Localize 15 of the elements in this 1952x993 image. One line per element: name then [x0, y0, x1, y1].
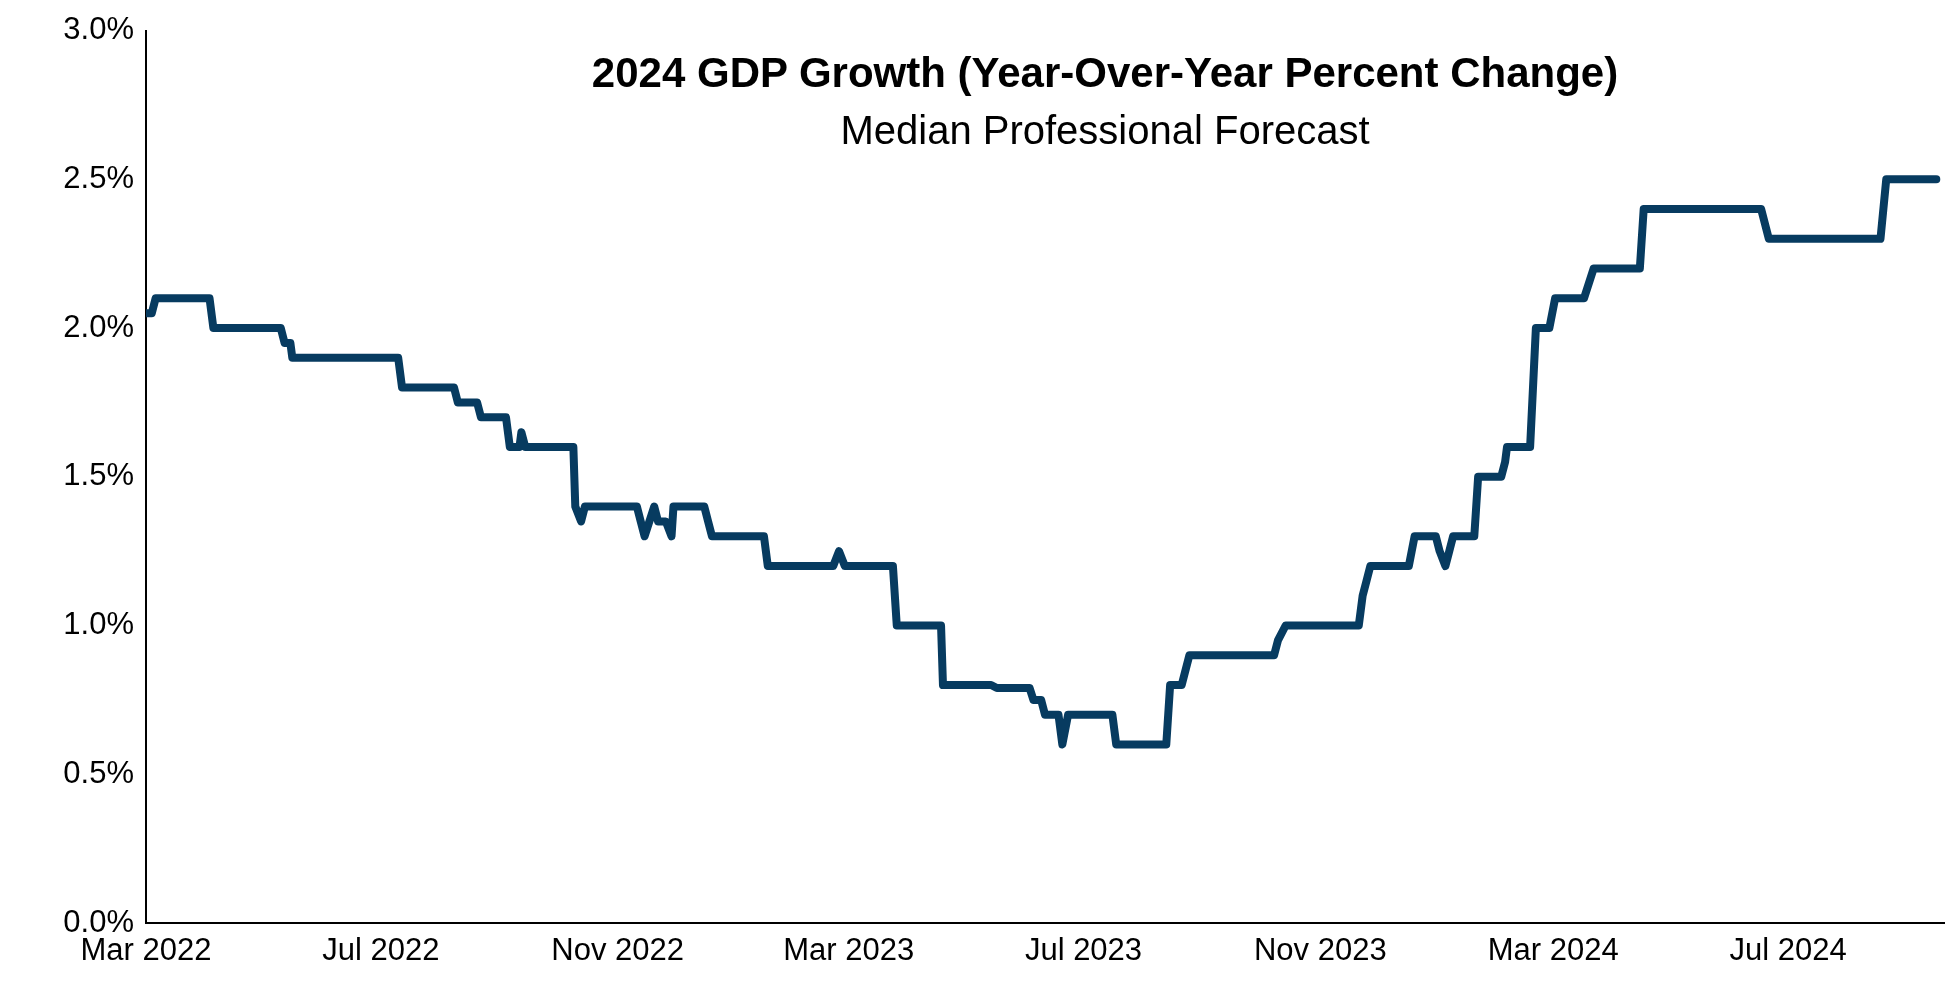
- y-tick-label: 1.0%: [63, 606, 134, 642]
- x-tick-label: Jul 2024: [1729, 932, 1847, 968]
- x-tick-label: Nov 2022: [551, 932, 684, 968]
- text: Median Professional Forecast: [840, 107, 1370, 152]
- text: 2024 GDP Growth (Year-Over-Year Percent Change): [591, 49, 1619, 97]
- y-tick-label: 1.5%: [63, 457, 134, 493]
- y-tick-label: 3.0%: [63, 11, 134, 47]
- y-tick-label: 0.5%: [63, 754, 134, 790]
- x-tick-label: Mar 2024: [1487, 932, 1619, 968]
- x-tick-label: Nov 2023: [1253, 932, 1387, 968]
- x-tick-label: Jul 2023: [1024, 932, 1143, 968]
- y-tick-label: 2.5%: [63, 159, 134, 195]
- y-tick-label: 2.0%: [63, 308, 134, 344]
- x-tick-label: Jul 2022: [322, 932, 440, 968]
- x-tick-label: Mar 2023: [783, 932, 915, 968]
